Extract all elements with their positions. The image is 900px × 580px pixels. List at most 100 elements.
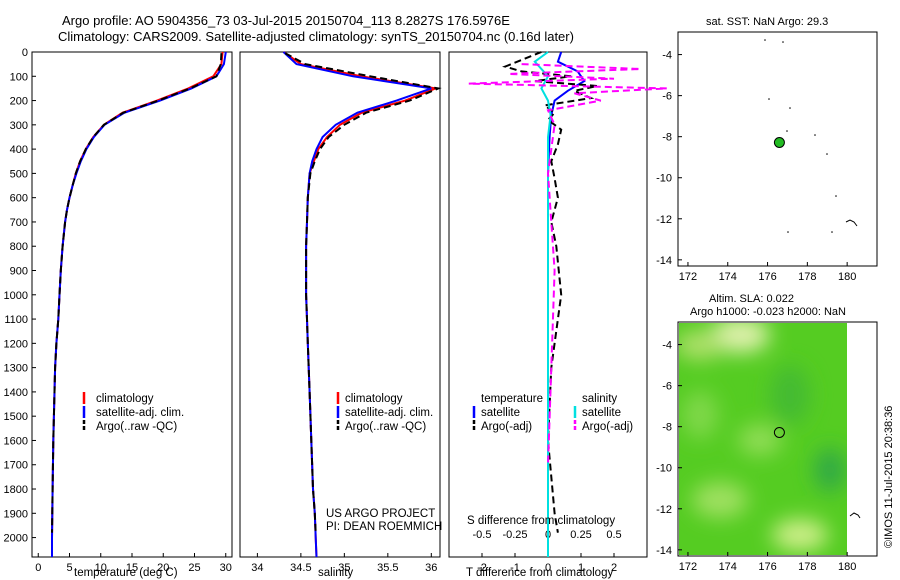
lon-tick-label: 178	[798, 561, 816, 573]
header-line2: Climatology: CARS2009. Satellite-adjuste…	[58, 29, 574, 44]
depth-tick-label: 200	[10, 96, 28, 108]
temperature-tick-label: 0	[35, 562, 41, 574]
sla-field	[679, 323, 846, 551]
depth-ticks: 0 100 200 300 400 500 600 700 800 900 1000 1100 1200…	[4, 47, 36, 545]
depth-tick-label: 1200	[4, 338, 28, 350]
salinity-panel: 34 34.5 35 35.5 36 salinity climatology sate…	[239, 51, 442, 579]
legend-satellite: satellite-adj. clim.	[96, 407, 184, 419]
temperature-xlabel: temperature (deg C)	[74, 567, 178, 579]
difference-legend: temperature salinity satellite Argo(-adj…	[472, 393, 633, 433]
float-position-marker	[773, 137, 785, 148]
depth-tick-label: 1000	[4, 290, 28, 302]
temperature-tick-label: 25	[188, 562, 200, 574]
depth-tick-label: 100	[10, 71, 28, 83]
depth-tick-label: 1800	[4, 484, 28, 496]
difference-series	[468, 51, 667, 557]
sla-blob	[710, 323, 770, 353]
sla-blob	[692, 482, 748, 518]
island	[768, 98, 770, 100]
legend-sal-satellite: satellite-adj. clim.	[345, 407, 433, 419]
lat-tick-label: -10	[656, 173, 672, 185]
sla-blob	[738, 424, 782, 456]
island	[835, 195, 837, 197]
sla-map-title2: Argo h1000: -0.023 h2000: NaN	[690, 306, 846, 318]
lon-tick-label: 174	[719, 561, 737, 573]
temperature-axes-frame	[31, 51, 233, 558]
imos-credit: ©IMOS 11-Jul-2015 20:38:36	[883, 406, 895, 548]
series-s-satellite	[533, 51, 552, 557]
island	[845, 219, 858, 227]
lat-tick-label: -12	[656, 214, 672, 226]
salinity-tick-label: 35	[338, 562, 350, 574]
lon-tick-label: 174	[719, 271, 737, 283]
legend-sal-climatology: climatology	[345, 393, 403, 405]
salinity-tick-label: 34	[251, 562, 263, 574]
sst-map-ticks: 172 174 176 178 180 -4 -6 -8 -10 -12 -14	[656, 50, 856, 283]
temperature-tick-label: 20	[157, 562, 169, 574]
lon-tick-label: 178	[798, 271, 816, 283]
sla-blob	[814, 448, 846, 492]
salinity-ticks: 34 34.5 35 35.5 36	[251, 553, 437, 574]
island	[787, 231, 789, 233]
s-diff-label: S difference from climatology	[467, 515, 615, 527]
series-s-argo-adj-	[468, 63, 667, 465]
salinity-series	[282, 51, 442, 558]
salinity-xlabel: salinity	[318, 567, 353, 579]
sla-map-panel: Altim. SLA: 0.022 Argo h1000: -0.023 h20…	[656, 293, 895, 573]
sst-map-frame	[677, 31, 878, 267]
sla-map-title1: Altim. SLA: 0.022	[709, 293, 794, 305]
temperature-ticks: 0 5 10 15 20 25 30	[35, 553, 232, 574]
difference-panel: -2 -1 0 1 2-0.5 -0.25 0 0.25 0.5 T difference fr…	[448, 51, 667, 579]
sst-map-islands	[764, 39, 858, 233]
salinity-tick-label: 34.5	[290, 562, 311, 574]
legend-temperature-header: temperature	[481, 393, 543, 405]
legend-s-satellite: satellite	[582, 407, 621, 419]
lat-tick-label: -14	[656, 545, 672, 557]
depth-tick-label: 0	[22, 47, 28, 59]
salinity-tick-label: 35.5	[377, 562, 398, 574]
temperature-tick-label: 10	[95, 562, 107, 574]
header-line1: Argo profile: AO 5904356_73 03-Jul-2015 …	[62, 13, 510, 28]
salinity-axes-frame	[239, 51, 441, 558]
float-position-ring	[773, 427, 785, 438]
lat-tick-label: -8	[662, 132, 672, 144]
island	[764, 39, 766, 41]
lon-tick-label: 180	[838, 561, 856, 573]
t-diff-tick-label: 0	[545, 562, 551, 574]
sla-blob	[770, 365, 810, 425]
t-diff-xlabel: T difference from climatology	[466, 567, 613, 579]
series-argo-raw-qc-	[51, 53, 223, 533]
lat-tick-label: -8	[662, 422, 672, 434]
lon-tick-label: 172	[679, 271, 697, 283]
legend-salinity-header: salinity	[582, 393, 617, 405]
depth-tick-label: 1400	[4, 387, 28, 399]
sla-blob	[772, 519, 828, 551]
depth-tick-label: 300	[10, 120, 28, 132]
s-diff-tick-label: 0.25	[570, 529, 591, 541]
temperature-series	[51, 51, 227, 557]
island	[849, 512, 861, 519]
lat-tick-label: -4	[662, 50, 672, 62]
depth-tick-label: 500	[10, 168, 28, 180]
lat-tick-label: -10	[656, 463, 672, 475]
lat-tick-label: -4	[662, 340, 672, 352]
sst-map-panel: sat. SST: NaN Argo: 29.3 172 174 176 178 180…	[656, 16, 878, 283]
island	[826, 153, 828, 155]
legend-s-argo: Argo(-adj)	[582, 421, 633, 433]
depth-tick-label: 700	[10, 217, 28, 229]
t-diff-tick-label: 1	[578, 562, 584, 574]
s-diff-tick-label: -0.5	[473, 529, 492, 541]
credit-project: US ARGO PROJECT	[326, 508, 435, 520]
depth-tick-label: 800	[10, 241, 28, 253]
depth-tick-label: 1700	[4, 460, 28, 472]
lon-tick-label: 176	[758, 271, 776, 283]
legend-sal-argo: Argo(..raw -QC)	[345, 421, 426, 433]
t-diff-tick-label: -1	[510, 562, 520, 574]
depth-tick-label: 600	[10, 193, 28, 205]
island	[786, 130, 788, 132]
depth-tick-label: 900	[10, 266, 28, 278]
depth-tick-label: 1100	[4, 314, 28, 326]
series-t-argo-adj-	[502, 51, 598, 533]
depth-tick-label: 2000	[4, 533, 28, 545]
